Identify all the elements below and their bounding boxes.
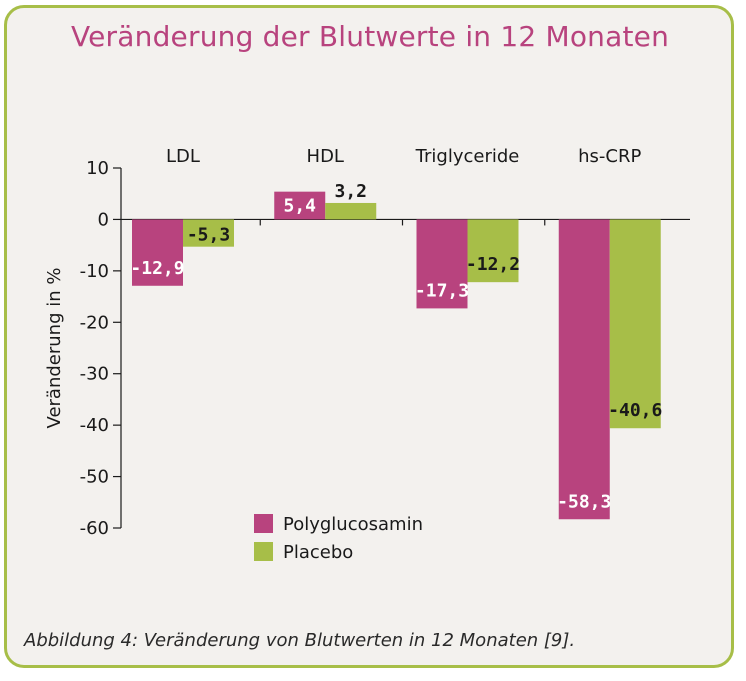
data-label: -40,6 [608, 400, 662, 421]
legend-label: Polyglucosamin [283, 514, 423, 535]
y-tick-label: 0 [98, 209, 109, 230]
category-label: HDL [307, 146, 344, 167]
y-axis-label: Veränderung in % [44, 268, 65, 429]
data-label: -5,3 [187, 225, 230, 246]
bar-polyglucosamin-triglyceride [416, 219, 468, 309]
legend-swatch [254, 514, 273, 533]
bar-placebo-hdl [325, 202, 377, 220]
bar-placebo-ldl [183, 219, 234, 247]
data-label: -12,9 [130, 258, 184, 279]
data-label: -58,3 [557, 491, 611, 512]
data-labels: -12,9-5,3 5,4 3,2 -17,3 -12,2 -58,3 -40,6 [130, 181, 662, 512]
category-labels: LDL HDL Triglyceride hs-CRP [166, 146, 641, 167]
y-axis: 10 0 -10 -20 -30 -40 -50 -60 [80, 158, 122, 539]
chart-title: Veränderung der Blutwerte in 12 Monaten [70, 20, 670, 53]
category-label: hs-CRP [578, 146, 641, 167]
y-tick-label: 10 [86, 158, 109, 179]
y-tick-label: -40 [80, 415, 109, 436]
y-tick-label: -60 [80, 518, 109, 539]
figure-caption: Abbildung 4: Veränderung von Blutwerten … [24, 630, 576, 651]
bar-polyglucosamin-hdl [274, 191, 326, 220]
category-label: Triglyceride [415, 146, 520, 167]
bar-placebo-triglyceride [467, 219, 519, 283]
data-label: 3,2 [334, 181, 367, 202]
data-label: -17,3 [415, 280, 469, 301]
category-label: LDL [166, 146, 200, 167]
data-label: -12,2 [466, 254, 520, 275]
y-tick-label: -10 [80, 261, 109, 282]
bar-polyglucosamin-hs-crp [558, 219, 610, 520]
y-tick-label: -20 [80, 312, 109, 333]
data-label: 5,4 [283, 196, 316, 217]
bar-placebo-hs-crp [609, 219, 661, 429]
legend-swatch [254, 542, 273, 561]
legend-label: Placebo [283, 542, 353, 563]
bar-polyglucosamin-ldl [132, 219, 183, 286]
bars [132, 191, 661, 520]
legend: Polyglucosamin Placebo [254, 514, 423, 563]
y-tick-label: -50 [80, 467, 109, 488]
y-tick-label: -30 [80, 364, 109, 385]
